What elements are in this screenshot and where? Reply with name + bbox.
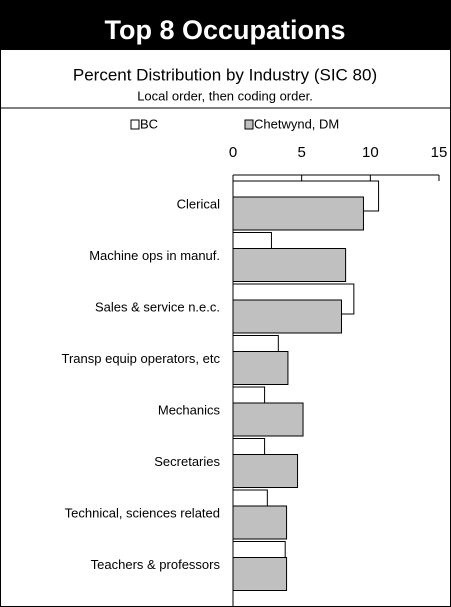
bar: [232, 557, 288, 591]
bar: [232, 505, 288, 540]
y-tick-label: Technical, sciences related: [65, 505, 220, 520]
chart-subtitle: Percent Distribution by Industry (SIC 80…: [73, 65, 377, 84]
bar: [232, 248, 347, 282]
legend-label: BC: [140, 116, 158, 131]
x-tick-label: 15: [431, 144, 448, 161]
bar: [232, 299, 342, 334]
x-tick-label: 5: [297, 144, 305, 161]
x-tick-label: 0: [229, 144, 237, 161]
legend-label: Chetwynd, DM: [254, 116, 339, 131]
bar: [232, 402, 304, 437]
bar: [232, 454, 299, 488]
y-tick-label: Mechanics: [158, 402, 221, 417]
chart-note: Local order, then coding order.: [137, 88, 313, 103]
y-tick-label: Machine ops in manuf.: [89, 248, 220, 263]
bar: [232, 196, 364, 231]
x-tick-label: 10: [362, 144, 379, 161]
legend-swatch: [130, 119, 140, 130]
y-tick-label: Teachers & professors: [91, 557, 221, 572]
legend-swatch: [244, 119, 254, 130]
y-tick-label: Sales & service n.e.c.: [95, 299, 220, 314]
chart-title: Top 8 Occupations: [104, 15, 345, 45]
y-tick-label: Secretaries: [154, 454, 220, 469]
y-tick-label: Clerical: [177, 196, 220, 211]
bar: [232, 351, 289, 385]
y-tick-label: Transp equip operators, etc: [62, 351, 221, 366]
title-bar: [0, 0, 451, 50]
